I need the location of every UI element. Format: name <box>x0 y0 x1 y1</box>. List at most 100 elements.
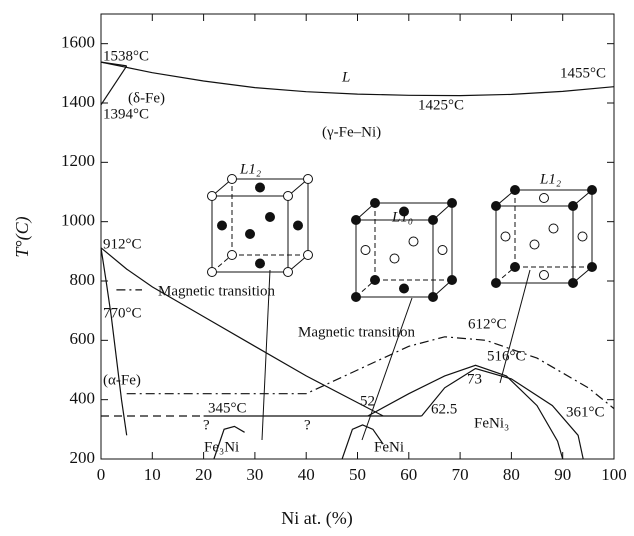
y-tick-label: 1400 <box>61 92 95 111</box>
phase-boundary <box>100 247 128 436</box>
atom <box>293 220 303 231</box>
x-tick-label: 0 <box>97 465 106 484</box>
atom <box>227 250 237 260</box>
atom <box>360 245 371 255</box>
phase-boundary <box>421 367 584 460</box>
phase-boundary <box>213 425 245 460</box>
annotation: (α-Fe) <box>103 372 141 388</box>
atom <box>351 215 361 225</box>
atom <box>500 231 511 242</box>
annotation: 1425°C <box>418 97 464 113</box>
x-tick-label: 80 <box>503 465 520 484</box>
y-tick-label: 600 <box>70 329 96 348</box>
atom <box>207 267 217 277</box>
annotation: (δ-Fe) <box>128 90 165 106</box>
x-tick-label: 20 <box>195 465 212 484</box>
annotation: 52 <box>360 393 375 409</box>
annotation: 62.5 <box>431 401 457 417</box>
x-tick-label: 50 <box>349 465 366 484</box>
x-tick-label: 100 <box>601 465 627 484</box>
y-tick-label: 1000 <box>61 211 95 230</box>
annotation: L1₀ <box>391 209 413 225</box>
annotation: Magnetic transition <box>158 283 276 299</box>
atom <box>207 191 217 201</box>
leader-line <box>261 269 271 441</box>
annotation: 516°C <box>487 348 526 364</box>
atom <box>428 215 438 225</box>
annotation: (γ-Fe–Ni) <box>322 124 381 140</box>
y-tick-label: 1600 <box>61 33 95 52</box>
atom <box>577 231 588 242</box>
atom <box>399 206 409 217</box>
y-axis-label: T°(C) <box>12 216 33 257</box>
atom <box>408 236 419 247</box>
atom <box>227 174 237 184</box>
annotation: ? <box>203 417 210 433</box>
atom <box>283 191 293 201</box>
atom <box>447 275 457 285</box>
annotation: L1₂ <box>239 161 261 177</box>
atom <box>510 262 520 272</box>
atom <box>255 258 265 269</box>
atom <box>245 229 255 239</box>
y-tick-label: 200 <box>70 448 96 467</box>
atom <box>303 250 313 260</box>
atom <box>265 212 275 222</box>
annotation: 912°C <box>103 236 142 252</box>
y-tick-label: 800 <box>70 270 96 289</box>
atom <box>217 220 227 231</box>
atom <box>539 193 549 203</box>
annotation: Fe₃Ni <box>204 439 239 455</box>
atom <box>351 292 361 302</box>
annotation: 345°C <box>208 400 247 416</box>
atom <box>568 278 578 288</box>
atom <box>283 267 293 277</box>
y-tick-label: 1200 <box>61 151 95 170</box>
annotation: FeNi₃ <box>474 415 509 431</box>
annotations: 1538°C 1455°C L 1425°C (δ-Fe) 1394°C (γ-… <box>103 48 606 455</box>
atom <box>548 223 559 234</box>
atom <box>529 239 540 250</box>
phase-boundary <box>341 424 384 460</box>
annotation: FeNi <box>374 439 404 455</box>
x-tick-label: 70 <box>452 465 469 484</box>
annotation: 73 <box>467 371 482 387</box>
atom <box>539 270 549 280</box>
x-tick-label: 40 <box>298 465 315 484</box>
atom <box>587 185 597 195</box>
annotation: 1455°C <box>560 65 606 81</box>
atom <box>255 182 265 193</box>
annotation: 1394°C <box>103 106 149 122</box>
leader-line <box>499 269 531 384</box>
phase-boundary <box>100 61 127 67</box>
phase-boundary <box>100 65 128 106</box>
atom <box>510 185 520 195</box>
annotation: 612°C <box>468 316 507 332</box>
plot-frame <box>100 13 615 460</box>
atom <box>568 201 578 211</box>
annotation: Magnetic transition <box>298 324 416 340</box>
y-tick-label: 400 <box>70 389 96 408</box>
annotation: 1538°C <box>103 48 149 64</box>
annotation: 361°C <box>566 404 605 420</box>
x-tick-label: 90 <box>554 465 571 484</box>
phase-boundary <box>367 364 564 460</box>
unit-cells <box>207 174 597 441</box>
atom <box>437 245 448 255</box>
atom <box>491 278 501 288</box>
x-tick-label: 30 <box>246 465 263 484</box>
atom <box>447 198 457 208</box>
annotation: 770°C <box>103 305 142 321</box>
atom <box>491 201 501 211</box>
atom <box>303 174 313 184</box>
annotation: ? <box>304 417 311 433</box>
leader-line <box>361 297 413 441</box>
phase-boundary <box>126 336 615 410</box>
phase-boundary <box>100 61 615 97</box>
annotation: L <box>341 69 350 85</box>
atom <box>587 262 597 272</box>
atom <box>399 283 409 294</box>
annotation: L1₂ <box>539 171 561 187</box>
phase-boundary <box>100 247 384 417</box>
